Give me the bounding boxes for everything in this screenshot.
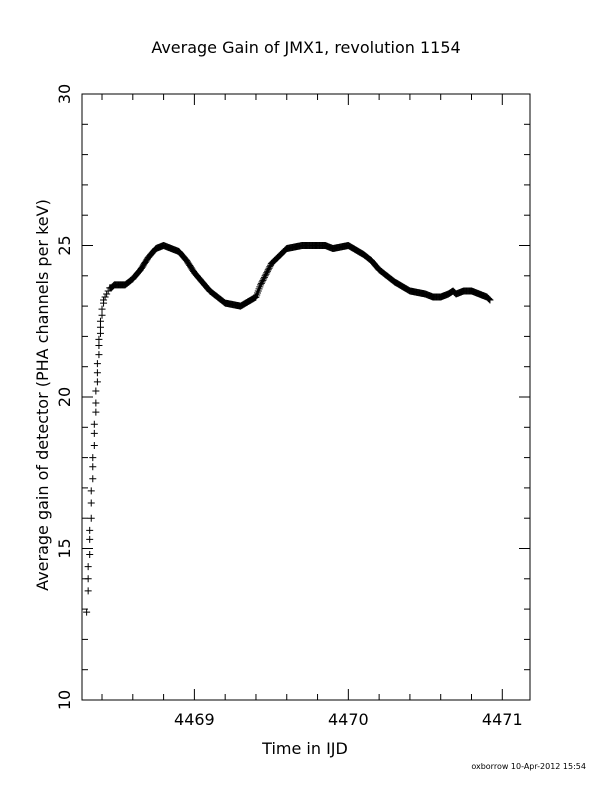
data-point xyxy=(257,281,265,289)
x-tick-label: 4469 xyxy=(174,710,215,729)
data-point-fill xyxy=(257,279,265,287)
y-tick-label: 20 xyxy=(55,387,74,407)
data-point xyxy=(87,487,95,495)
data-point xyxy=(87,514,95,522)
data-point-fill xyxy=(262,270,270,278)
data-point xyxy=(95,341,103,349)
data-point xyxy=(84,575,92,583)
footer-stamp: oxborrow 10-Apr-2012 15:54 xyxy=(471,762,586,771)
data-point-fill xyxy=(265,264,273,272)
data-point xyxy=(92,408,100,416)
data-point xyxy=(86,535,94,543)
plot-frame xyxy=(81,93,531,701)
data-point xyxy=(90,420,98,428)
data-point-fill xyxy=(261,272,269,280)
data-points xyxy=(83,242,494,616)
data-point xyxy=(87,499,95,507)
data-point xyxy=(86,526,94,534)
y-tick-label: 15 xyxy=(55,538,74,558)
y-tick-label: 10 xyxy=(55,690,74,710)
data-point xyxy=(89,463,97,471)
data-point xyxy=(101,293,109,301)
data-point-fill xyxy=(260,275,268,283)
data-point-fill xyxy=(484,295,492,303)
x-axis-label: Time in IJD xyxy=(261,739,348,758)
data-point xyxy=(93,360,101,368)
x-tick-label: 4471 xyxy=(482,710,523,729)
data-point xyxy=(89,454,97,462)
data-point xyxy=(96,329,104,337)
data-point-fill xyxy=(485,295,493,303)
data-point xyxy=(98,311,106,319)
y-ticks: 10 15 20 25 30 xyxy=(55,84,530,710)
data-point xyxy=(83,608,91,616)
data-point xyxy=(486,296,494,304)
data-point xyxy=(90,441,98,449)
x-ticks: 4469 4470 4471 xyxy=(101,94,523,729)
data-point xyxy=(92,387,100,395)
data-point-fill xyxy=(259,276,267,284)
data-point xyxy=(93,378,101,386)
data-point xyxy=(84,587,92,595)
data-point xyxy=(86,551,94,559)
y-tick-label: 25 xyxy=(55,235,74,255)
data-point xyxy=(100,296,108,304)
data-point xyxy=(103,290,111,298)
data-point-fill xyxy=(260,273,268,281)
data-point-fill xyxy=(258,278,266,286)
chart-title: Average Gain of JMX1, revolution 1154 xyxy=(151,38,460,57)
data-point xyxy=(92,399,100,407)
data-point xyxy=(96,317,104,325)
data-point xyxy=(95,351,103,359)
data-point-fill xyxy=(266,263,274,271)
data-point-fill xyxy=(264,267,272,275)
data-point xyxy=(93,369,101,377)
data-point xyxy=(90,429,98,437)
y-tick-label: 30 xyxy=(55,84,74,104)
data-point xyxy=(96,323,104,331)
y-axis-label: Average gain of detector (PHA channels p… xyxy=(33,199,52,591)
data-point-fill xyxy=(263,269,271,277)
data-point-fill xyxy=(264,266,272,274)
data-point xyxy=(84,563,92,571)
data-point xyxy=(98,305,106,313)
data-point xyxy=(95,335,103,343)
x-tick-label: 4470 xyxy=(328,710,369,729)
data-point xyxy=(89,475,97,483)
